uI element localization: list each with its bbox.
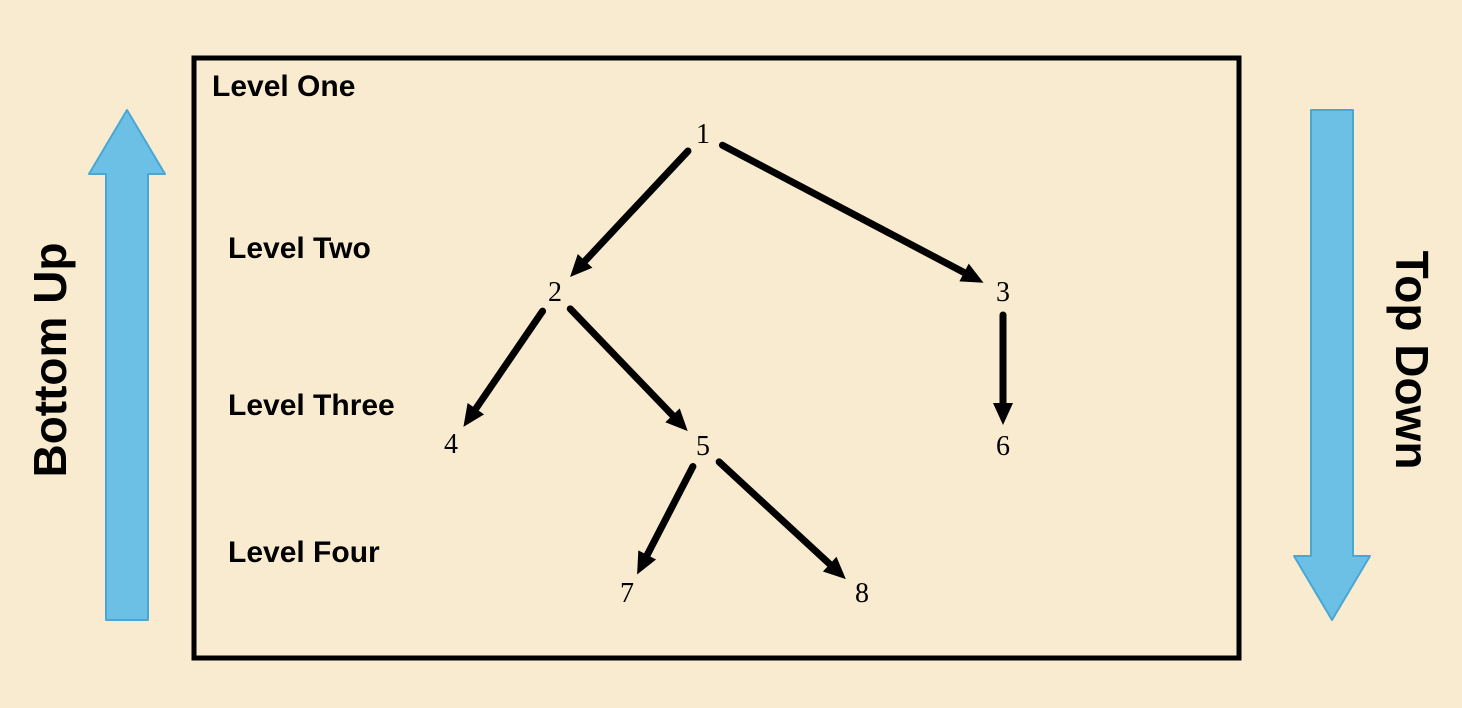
tree-node-1: 1 <box>696 119 710 151</box>
tree-node-6: 6 <box>996 431 1010 463</box>
tree-node-4: 4 <box>444 429 458 461</box>
bottom-up-label: Bottom Up <box>23 242 77 477</box>
level-label-4: Level Four <box>228 536 380 570</box>
level-label-3: Level Three <box>228 389 395 423</box>
level-label-1: Level One <box>212 70 355 104</box>
tree-node-3: 3 <box>996 277 1010 309</box>
canvas-background <box>0 0 1462 708</box>
top-down-label: Top Down <box>1385 251 1439 470</box>
level-label-2: Level Two <box>228 232 371 266</box>
tree-node-2: 2 <box>548 277 562 309</box>
tree-node-5: 5 <box>696 431 710 463</box>
tree-node-8: 8 <box>855 578 869 610</box>
tree-node-7: 7 <box>620 578 634 610</box>
